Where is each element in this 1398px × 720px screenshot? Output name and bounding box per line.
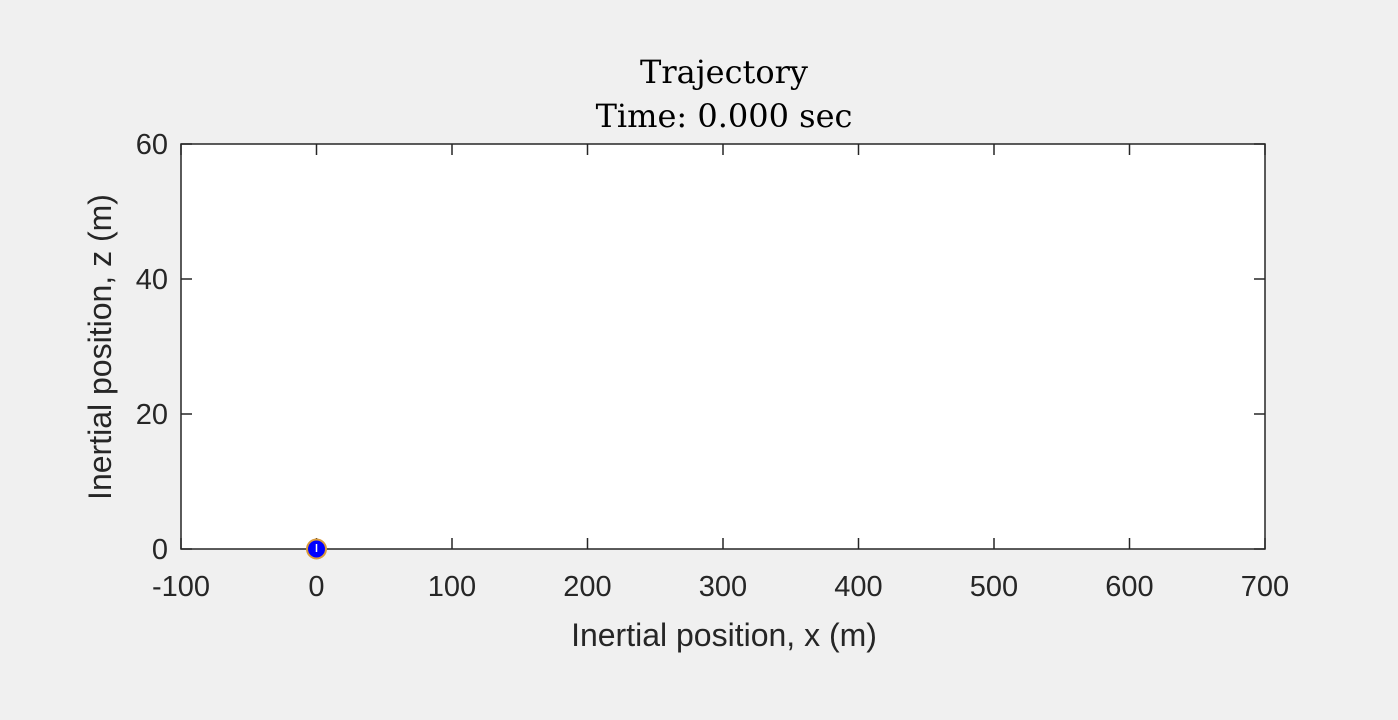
data-markers bbox=[306, 538, 327, 560]
y-axis-ticks: 0 20 40 60 bbox=[136, 129, 1265, 566]
x-tick-label: -100 bbox=[152, 571, 210, 603]
y-axis-label: Inertial position, z (m) bbox=[82, 194, 118, 500]
x-tick-label: 700 bbox=[1241, 571, 1289, 603]
y-tick-label: 20 bbox=[136, 399, 168, 431]
x-tick-label: 300 bbox=[699, 571, 747, 603]
x-axis-ticks: -100 0 100 200 300 400 500 600 700 bbox=[152, 144, 1289, 603]
y-tick-label: 60 bbox=[136, 129, 168, 161]
x-tick-label: 200 bbox=[563, 571, 611, 603]
chart-title: Trajectory bbox=[640, 53, 808, 91]
y-tick-label: 0 bbox=[152, 534, 168, 566]
y-tick-label: 40 bbox=[136, 264, 168, 296]
plot-area bbox=[180, 143, 1266, 550]
chart-subtitle: Time: 0.000 sec bbox=[596, 97, 853, 135]
x-tick-label: 500 bbox=[970, 571, 1018, 603]
x-tick-label: 0 bbox=[308, 571, 324, 603]
x-axis-label: Inertial position, x (m) bbox=[571, 617, 877, 653]
x-tick-label: 400 bbox=[834, 571, 882, 603]
x-tick-label: 600 bbox=[1105, 571, 1153, 603]
x-tick-label: 100 bbox=[428, 571, 476, 603]
